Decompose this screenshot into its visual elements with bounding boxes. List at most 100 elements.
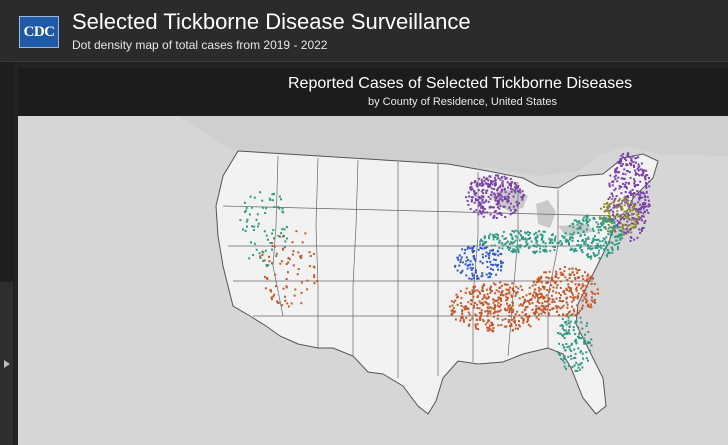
case-dot xyxy=(567,285,570,288)
case-dot xyxy=(639,194,641,197)
case-dot xyxy=(616,224,618,227)
case-dot xyxy=(630,159,633,162)
case-dot xyxy=(517,327,519,330)
case-dot xyxy=(296,273,299,276)
case-dot xyxy=(471,317,474,320)
case-dot xyxy=(623,178,626,180)
case-dot xyxy=(631,213,633,216)
case-dot xyxy=(628,191,631,194)
case-dot xyxy=(640,207,642,209)
case-dot xyxy=(472,295,475,298)
case-dot xyxy=(632,205,635,208)
case-dot xyxy=(473,181,476,184)
case-dot xyxy=(506,195,509,198)
case-dot xyxy=(648,185,651,188)
case-dot xyxy=(568,241,570,244)
case-dot xyxy=(584,333,586,336)
case-dot xyxy=(475,314,478,317)
case-dot xyxy=(511,329,514,332)
case-dot xyxy=(498,247,501,249)
case-dot xyxy=(493,304,496,306)
case-dot xyxy=(494,299,497,302)
case-dot xyxy=(588,256,591,258)
case-dot xyxy=(645,186,648,189)
case-dot xyxy=(535,245,538,248)
case-dot xyxy=(465,316,468,319)
case-dot xyxy=(590,303,592,306)
case-dot xyxy=(508,291,511,294)
case-dot xyxy=(633,178,635,181)
case-dot xyxy=(271,193,274,196)
case-dot xyxy=(479,317,482,320)
case-dot xyxy=(631,188,634,191)
case-dot xyxy=(482,256,484,259)
case-dot xyxy=(498,211,501,214)
case-dot xyxy=(611,198,614,200)
case-dot xyxy=(258,252,261,255)
case-dot xyxy=(627,231,630,234)
sidebar-expand-button[interactable] xyxy=(0,282,13,445)
case-dot xyxy=(475,184,478,186)
case-dot xyxy=(549,309,552,312)
case-dot xyxy=(532,312,535,315)
case-dot xyxy=(524,306,527,309)
case-dot xyxy=(620,202,623,205)
case-dot xyxy=(267,264,270,267)
case-dot xyxy=(634,218,637,221)
case-dot xyxy=(564,276,567,279)
case-dot xyxy=(630,193,633,196)
case-dot xyxy=(481,200,484,203)
case-dot xyxy=(485,192,488,194)
case-dot xyxy=(555,286,558,289)
case-dot xyxy=(529,325,532,328)
case-dot xyxy=(585,237,588,240)
us-map[interactable] xyxy=(18,116,728,445)
case-dot xyxy=(616,180,619,183)
case-dot xyxy=(616,214,619,217)
case-dot xyxy=(495,174,497,177)
case-dot xyxy=(583,341,585,344)
case-dot xyxy=(527,237,530,240)
case-dot xyxy=(452,307,455,310)
case-dot xyxy=(479,260,482,263)
case-dot xyxy=(304,232,307,235)
case-dot xyxy=(501,180,504,183)
case-dot xyxy=(599,245,601,248)
case-dot xyxy=(470,200,473,203)
case-dot xyxy=(473,306,476,309)
case-dot xyxy=(641,172,644,175)
case-dot xyxy=(580,321,583,324)
case-dot xyxy=(586,278,589,281)
case-dot xyxy=(619,215,622,218)
case-dot xyxy=(507,196,510,199)
case-dot xyxy=(558,299,561,302)
case-dot xyxy=(545,281,548,284)
case-dot xyxy=(581,274,584,277)
case-dot xyxy=(569,273,572,276)
app-subtitle: Dot density map of total cases from 2019… xyxy=(72,38,328,52)
case-dot xyxy=(503,197,506,200)
case-dot xyxy=(496,264,499,266)
case-dot xyxy=(580,337,582,340)
case-dot xyxy=(590,275,593,278)
case-dot xyxy=(571,271,574,274)
case-dot xyxy=(559,268,562,270)
case-dot xyxy=(547,305,550,308)
case-dot xyxy=(461,315,464,318)
case-dot xyxy=(508,182,511,185)
case-dot xyxy=(587,236,590,239)
case-dot xyxy=(571,305,573,308)
case-dot xyxy=(609,231,612,234)
case-dot xyxy=(561,343,564,346)
cdc-logo[interactable]: CDC xyxy=(19,16,59,48)
case-dot xyxy=(625,196,628,199)
case-dot xyxy=(637,156,640,159)
case-dot xyxy=(631,155,634,158)
map-view[interactable] xyxy=(18,116,728,445)
case-dot xyxy=(495,273,498,276)
case-dot xyxy=(274,245,277,248)
case-dot xyxy=(542,248,545,251)
case-dot xyxy=(481,301,484,304)
case-dot xyxy=(562,325,564,328)
case-dot xyxy=(614,205,617,208)
